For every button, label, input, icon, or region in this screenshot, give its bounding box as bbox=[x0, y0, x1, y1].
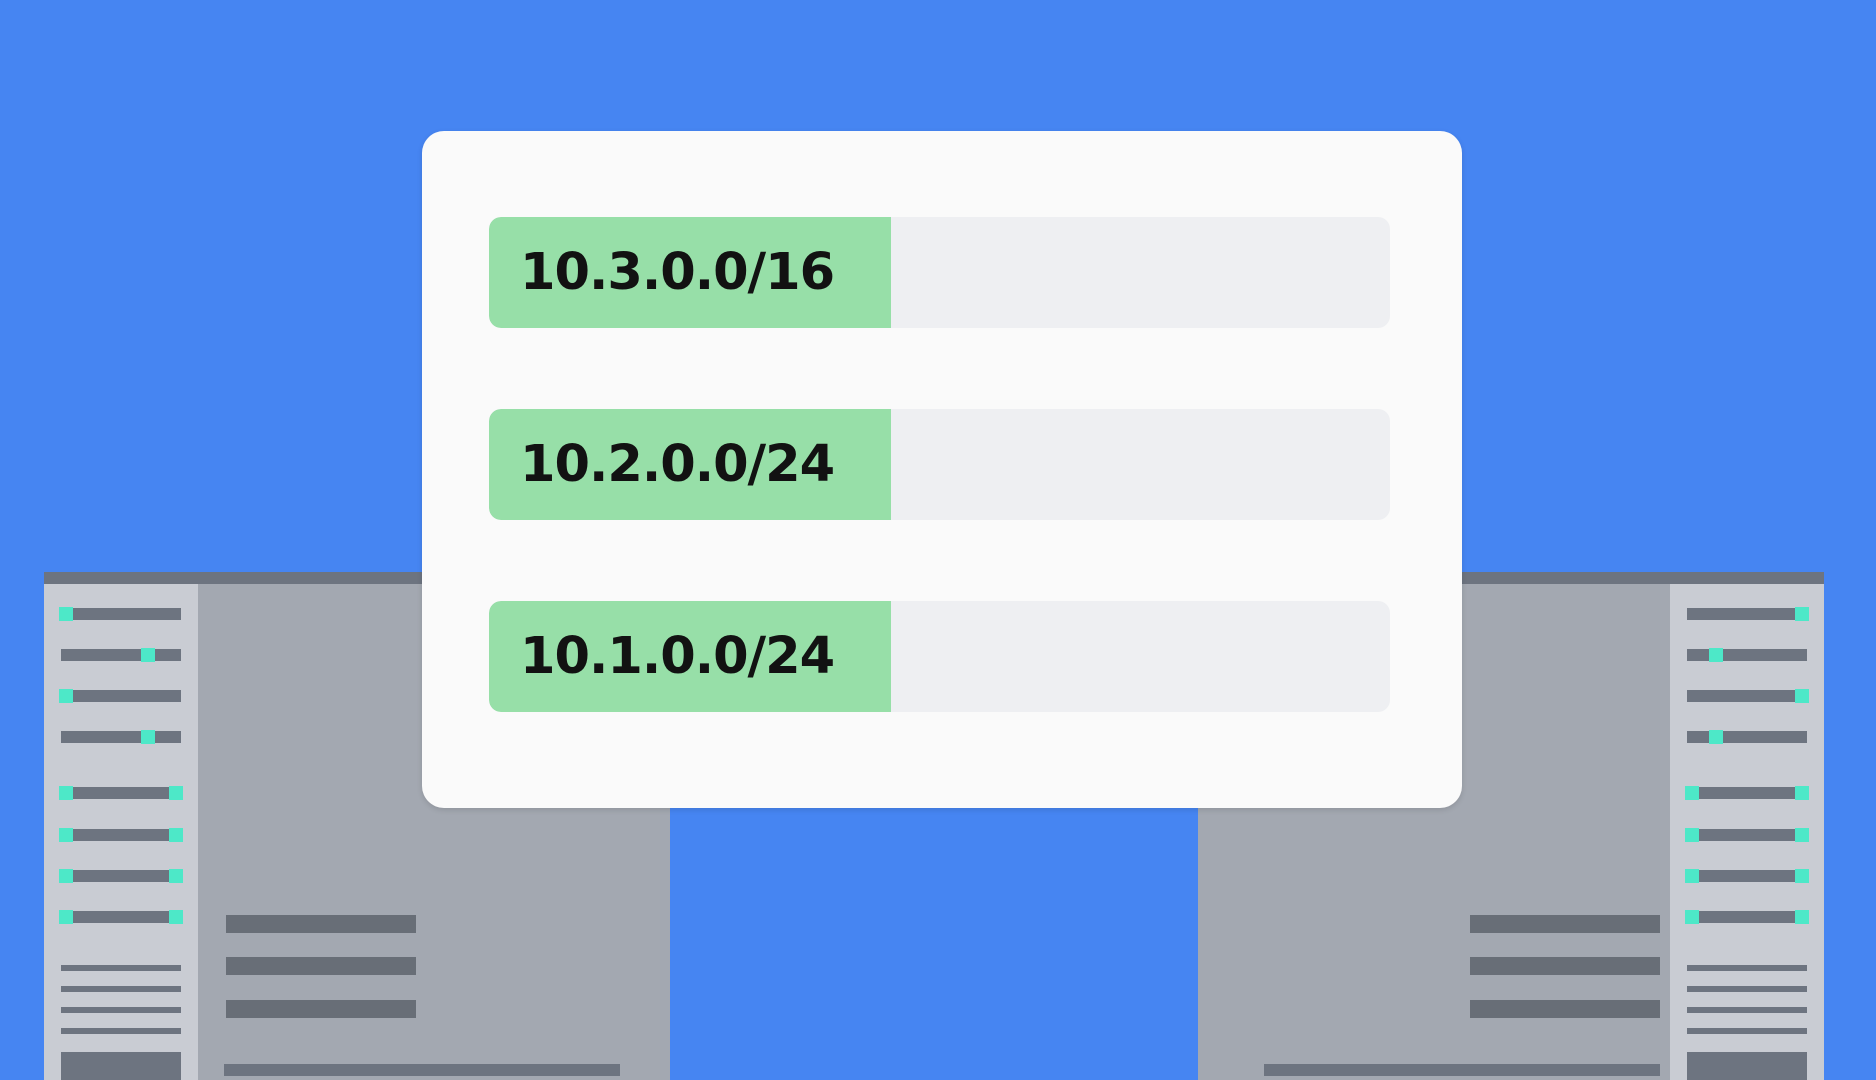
status-led-icon bbox=[1795, 689, 1809, 703]
drive-bay bbox=[226, 1000, 416, 1018]
vent-line bbox=[1687, 986, 1807, 992]
drive-bay bbox=[226, 957, 416, 975]
subnet-label: 10.2.0.0/24 bbox=[520, 435, 835, 494]
subnet-label: 10.3.0.0/16 bbox=[520, 243, 835, 302]
server-slot bbox=[1687, 829, 1807, 841]
server-slot bbox=[61, 870, 181, 882]
server-slot bbox=[61, 731, 181, 743]
status-led-icon bbox=[1685, 786, 1699, 800]
subnet-panel: 10.3.0.0/16 10.2.0.0/24 10.1.0.0/24 bbox=[422, 131, 1462, 808]
status-led-icon bbox=[1685, 910, 1699, 924]
status-led-icon bbox=[169, 869, 183, 883]
status-led-icon bbox=[169, 910, 183, 924]
status-led-icon bbox=[1795, 910, 1809, 924]
server-bottom-block bbox=[1687, 1052, 1807, 1080]
status-led-icon bbox=[59, 910, 73, 924]
status-led-icon bbox=[1795, 786, 1809, 800]
status-led-icon bbox=[1685, 869, 1699, 883]
vent-line bbox=[61, 965, 181, 971]
server-slot bbox=[61, 911, 181, 923]
status-led-icon bbox=[59, 869, 73, 883]
server-slot bbox=[61, 608, 181, 620]
drive-bay bbox=[226, 915, 416, 933]
server-slot bbox=[1687, 870, 1807, 882]
status-led-icon bbox=[1709, 730, 1723, 744]
vent-line bbox=[61, 986, 181, 992]
drive-bay bbox=[1470, 957, 1660, 975]
vent-line bbox=[61, 1007, 181, 1013]
status-led-icon bbox=[141, 648, 155, 662]
server-slot bbox=[61, 649, 181, 661]
status-led-icon bbox=[169, 786, 183, 800]
status-led-icon bbox=[59, 828, 73, 842]
status-led-icon bbox=[1685, 828, 1699, 842]
server-slot bbox=[1687, 690, 1807, 702]
server-base-rail bbox=[224, 1064, 620, 1076]
vent-line bbox=[1687, 1028, 1807, 1034]
subnet-row: 10.1.0.0/24 bbox=[489, 601, 1390, 712]
status-led-icon bbox=[1709, 648, 1723, 662]
drive-bay bbox=[1470, 915, 1660, 933]
server-slot bbox=[1687, 608, 1807, 620]
vent-line bbox=[61, 1028, 181, 1034]
subnet-range-bar: 10.2.0.0/24 bbox=[489, 409, 891, 520]
status-led-icon bbox=[1795, 828, 1809, 842]
server-slot bbox=[1687, 649, 1807, 661]
subnet-range-bar: 10.3.0.0/16 bbox=[489, 217, 891, 328]
status-led-icon bbox=[141, 730, 155, 744]
status-led-icon bbox=[59, 786, 73, 800]
status-led-icon bbox=[1795, 869, 1809, 883]
server-slot bbox=[1687, 911, 1807, 923]
status-led-icon bbox=[59, 689, 73, 703]
server-bottom-block bbox=[61, 1052, 181, 1080]
server-slot bbox=[1687, 787, 1807, 799]
server-slot bbox=[61, 787, 181, 799]
vent-line bbox=[1687, 965, 1807, 971]
status-led-icon bbox=[169, 828, 183, 842]
server-slot bbox=[61, 690, 181, 702]
subnet-row: 10.3.0.0/16 bbox=[489, 217, 1390, 328]
vent-line bbox=[1687, 1007, 1807, 1013]
server-base-rail bbox=[1264, 1064, 1660, 1076]
status-led-icon bbox=[59, 607, 73, 621]
subnet-label: 10.1.0.0/24 bbox=[520, 627, 835, 686]
subnet-range-bar: 10.1.0.0/24 bbox=[489, 601, 891, 712]
server-slot bbox=[1687, 731, 1807, 743]
server-slot bbox=[61, 829, 181, 841]
drive-bay bbox=[1470, 1000, 1660, 1018]
subnet-row: 10.2.0.0/24 bbox=[489, 409, 1390, 520]
status-led-icon bbox=[1795, 607, 1809, 621]
